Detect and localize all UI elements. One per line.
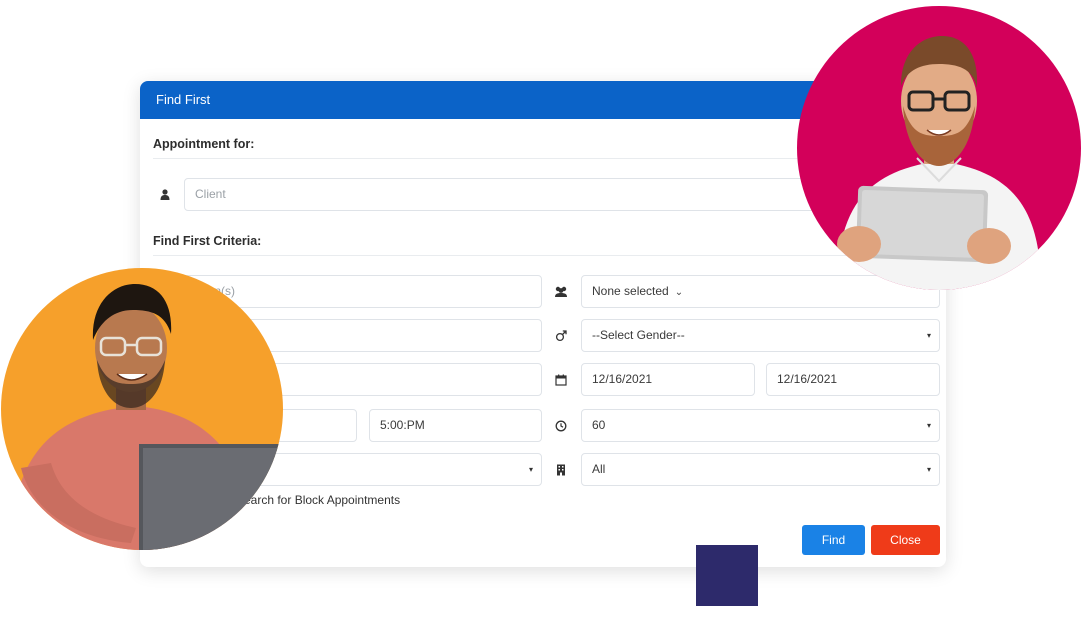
calendar-icon xyxy=(554,374,568,388)
room-select-value: All xyxy=(592,462,606,476)
building-icon xyxy=(554,464,568,478)
users-icon xyxy=(554,286,568,300)
start-date-value: 12/16/2021 xyxy=(592,372,653,386)
duration-select-value: 60 xyxy=(592,418,606,432)
caret-down-icon: ▾ xyxy=(926,421,931,430)
divider xyxy=(153,158,933,159)
client-input[interactable]: Client xyxy=(184,178,838,211)
chevron-down-icon: ⌄ xyxy=(674,287,684,298)
find-button[interactable]: Find xyxy=(802,525,865,555)
decorative-square xyxy=(696,545,758,606)
divider xyxy=(153,255,933,256)
gender-icon xyxy=(554,330,568,344)
person-with-tablet-photo xyxy=(797,6,1081,290)
appointment-for-label: Appointment for: xyxy=(153,137,255,151)
gender-select[interactable]: --Select Gender-- ▾ xyxy=(581,319,940,352)
person-with-laptop-photo xyxy=(1,268,283,550)
caret-down-icon: ▾ xyxy=(926,465,931,474)
room-select[interactable]: All ▾ xyxy=(581,453,940,486)
end-time-value: 5:00:PM xyxy=(380,418,425,432)
criteria-label: Find First Criteria: xyxy=(153,234,262,248)
end-date-input[interactable]: 12/16/2021 xyxy=(766,363,940,396)
client-placeholder: Client xyxy=(195,187,226,201)
staff-select-value: None selected xyxy=(592,284,669,298)
start-date-input[interactable]: 12/16/2021 xyxy=(581,363,755,396)
duration-select[interactable]: 60 ▾ xyxy=(581,409,940,442)
location-input[interactable]: ation(s) xyxy=(184,275,542,308)
end-date-value: 12/16/2021 xyxy=(777,372,838,386)
end-time-input[interactable]: 5:00:PM xyxy=(369,409,542,442)
caret-down-icon: ▾ xyxy=(528,465,533,474)
staff-select[interactable]: None selected ⌄ xyxy=(581,275,940,308)
close-button[interactable]: Close xyxy=(871,525,940,555)
clock-icon xyxy=(554,420,568,434)
user-icon xyxy=(158,189,172,203)
block-appointments-checkbox-label[interactable]: earch for Block Appointments xyxy=(244,493,401,507)
caret-down-icon: ▾ xyxy=(926,331,931,340)
gender-select-value: --Select Gender-- xyxy=(592,328,685,342)
